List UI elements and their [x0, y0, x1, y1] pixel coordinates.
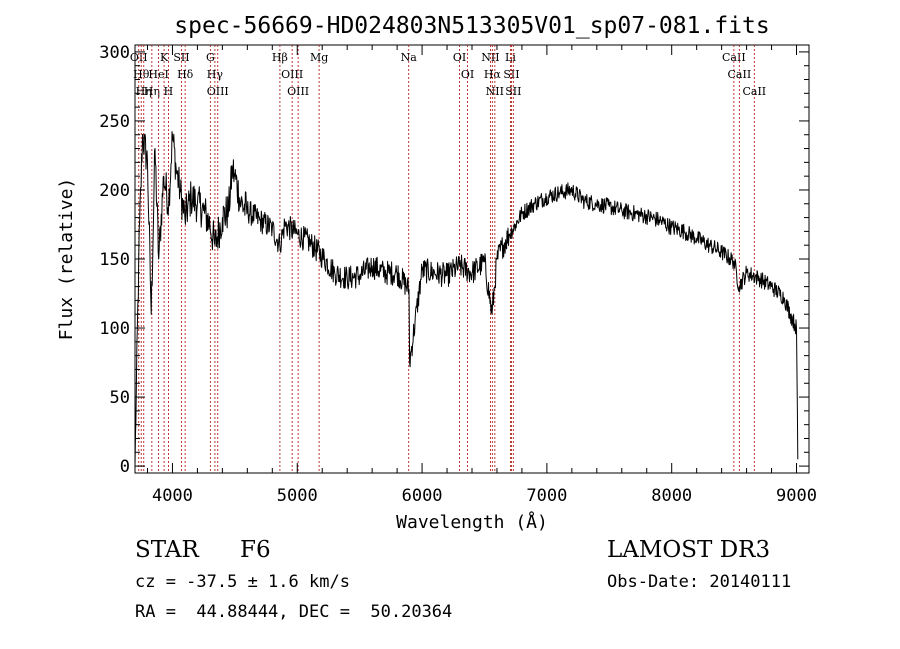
x-tick-label: 9000	[776, 486, 817, 506]
plot-frame	[134, 44, 810, 474]
x-tick-label: 5000	[277, 486, 318, 506]
survey-name: LAMOST DR3	[607, 537, 771, 563]
line-marker-label: NII	[486, 85, 504, 98]
line-marker-label: Hθ	[133, 68, 150, 81]
y-tick-label: 250	[99, 112, 130, 132]
subclass: F6	[240, 537, 271, 563]
y-tick-label: 300	[99, 43, 130, 63]
x-tick-label: 4000	[152, 486, 193, 506]
x-tick-label: 8000	[651, 486, 692, 506]
line-marker-label: K	[160, 51, 169, 64]
line-marker-label: Hδ	[177, 68, 194, 81]
line-marker-label: Li	[505, 51, 516, 64]
object-class: STAR	[135, 537, 199, 563]
line-marker-label: CaII	[722, 51, 746, 64]
y-tick-label: 0	[120, 457, 130, 477]
line-marker-label: Hη	[144, 85, 160, 98]
x-tick-label: 7000	[526, 486, 567, 506]
line-marker-label: OIII	[207, 85, 229, 98]
series-layer	[134, 131, 799, 467]
line-marker-label: Na	[401, 51, 418, 64]
x-axis-label: Wavelength (Å)	[396, 511, 548, 533]
line-marker-label: HeI	[148, 68, 168, 81]
line-marker-label: Mg	[310, 51, 328, 64]
axis-ticks: 4000 5000 6000 7000 8000 9000 0 50 100 150 200 250 3…	[99, 43, 817, 506]
line-marker-label: OIII	[287, 85, 309, 98]
spectrum-line	[134, 131, 799, 467]
line-marker-label: OII	[130, 51, 148, 64]
y-tick-label: 50	[110, 388, 130, 408]
y-tick-label: 100	[99, 319, 130, 339]
line-marker-label: SII	[173, 51, 189, 64]
line-marker-label: OI	[461, 68, 474, 81]
line-marker-label: CaII	[742, 85, 766, 98]
y-tick-label: 200	[99, 181, 130, 201]
coordinates: RA = 44.88444, DEC = 50.20364	[135, 602, 453, 622]
obs-date: Obs-Date: 20140111	[607, 572, 792, 592]
chart-title: spec-56669-HD024803N513305V01_sp07-081.f…	[174, 13, 769, 39]
radial-velocity: cz = -37.5 ± 1.6 km/s	[135, 572, 350, 592]
y-tick-label: 150	[99, 250, 130, 270]
x-tick-label: 6000	[402, 486, 443, 506]
line-marker-label: OIII	[281, 68, 303, 81]
line-marker-label: Hβ	[272, 51, 288, 64]
line-marker-label: CaII	[728, 68, 752, 81]
line-marker-label: NII	[481, 51, 499, 64]
y-axis-label: Flux (relative)	[56, 178, 77, 341]
line-marker-label: SII	[505, 85, 521, 98]
line-marker-label: OI	[453, 51, 466, 64]
line-marker-label: Hγ	[207, 68, 224, 81]
line-marker-label: Hα	[484, 68, 502, 81]
line-marker-label: G	[206, 51, 215, 64]
line-marker-label: Hη	[136, 85, 152, 98]
line-marker-label: H	[164, 85, 174, 98]
line-marker-label: SII	[503, 68, 519, 81]
